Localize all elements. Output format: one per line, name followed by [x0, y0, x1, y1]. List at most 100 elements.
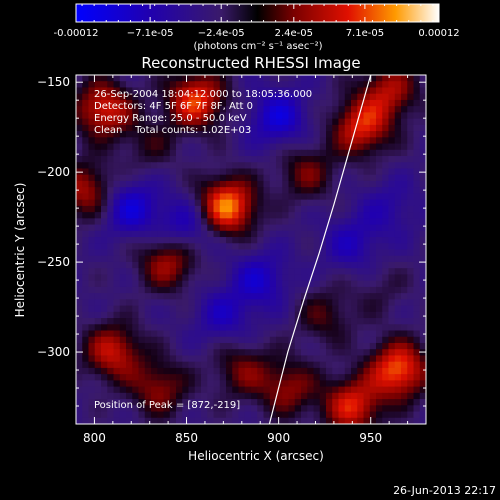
heatmap-cell [88, 261, 96, 269]
heatmap-cell [219, 293, 227, 300]
heatmap-cell [201, 367, 208, 375]
heatmap-cell [351, 193, 358, 201]
heatmap-cell [344, 137, 352, 145]
heatmap-cell [413, 268, 421, 276]
heatmap-cell [369, 367, 377, 375]
heatmap-cell [219, 280, 227, 288]
heatmap-cell [319, 87, 327, 95]
heatmap-cell [326, 137, 333, 145]
heatmap-cell [363, 131, 371, 138]
heatmap-cell [76, 392, 83, 400]
heatmap-cell [251, 280, 258, 288]
heatmap-cell [232, 187, 240, 195]
heatmap-cell [157, 212, 165, 219]
heatmap-cell [226, 143, 233, 151]
heatmap-cell [338, 367, 346, 375]
heatmap-cell [251, 156, 258, 163]
heatmap-cell [413, 237, 421, 244]
heatmap-cell [144, 255, 152, 263]
heatmap-cell [388, 374, 396, 381]
heatmap-cell [182, 93, 190, 101]
heatmap-cell [419, 305, 426, 313]
heatmap-cell [388, 112, 396, 120]
heatmap-cell [326, 330, 333, 338]
heatmap-cell [357, 249, 365, 257]
heatmap-cell [388, 392, 396, 400]
heatmap-cell [157, 417, 165, 424]
heatmap-cell [176, 249, 183, 257]
heatmap-cell [351, 380, 358, 388]
heatmap-cell [219, 305, 227, 313]
heatmap-cell [319, 224, 327, 232]
heatmap-cell [213, 305, 221, 313]
heatmap-cell [288, 342, 296, 350]
heatmap-cell [363, 162, 371, 170]
heatmap-cell [263, 324, 271, 332]
heatmap-cell [338, 131, 346, 138]
heatmap-cell [332, 392, 340, 400]
heatmap-cell [351, 168, 358, 176]
heatmap-cell [144, 243, 152, 251]
heatmap-cell [401, 311, 408, 319]
heatmap-cell [213, 255, 221, 263]
heatmap-cell [376, 81, 383, 89]
heatmap-cell [76, 349, 83, 357]
heatmap-cell [107, 230, 115, 238]
heatmap-cell [151, 99, 158, 107]
heatmap-cell [194, 168, 202, 176]
heatmap-cell [282, 168, 290, 176]
heatmap-cell [319, 361, 327, 369]
colorbar-ticks: -0.00012 −7.1e-05 −2.4e-05 2.4e-05 7.1e-05 0.… [54, 4, 460, 39]
heatmap-cell [363, 212, 371, 219]
heatmap-cell [363, 218, 371, 226]
heatmap-cell [294, 280, 302, 288]
heatmap-cell [238, 417, 246, 424]
heatmap-cell [313, 268, 321, 276]
heatmap-cell [326, 193, 333, 201]
heatmap-cell [413, 174, 421, 182]
heatmap-cell [201, 318, 208, 325]
heatmap-cell [263, 124, 271, 132]
heatmap-cell [163, 99, 171, 107]
heatmap-cell [376, 237, 383, 244]
heatmap-cell [269, 174, 277, 182]
heatmap-cell [157, 411, 165, 419]
heatmap-cell [401, 168, 408, 176]
heatmap-cell [188, 205, 196, 213]
heatmap-cell [332, 261, 340, 269]
heatmap-cell [163, 149, 171, 157]
heatmap-cell [282, 361, 290, 369]
heatmap-cell [319, 330, 327, 338]
heatmap-cell [413, 137, 421, 145]
heatmap-cell [269, 81, 277, 89]
heatmap-cell [201, 218, 208, 226]
heatmap-cell [207, 305, 215, 313]
heatmap-cell [276, 81, 283, 89]
heatmap-cell [244, 149, 252, 157]
heatmap-cell [119, 81, 127, 89]
heatmap-cell [182, 118, 190, 126]
heatmap-cell [157, 230, 165, 238]
heatmap-cell [144, 162, 152, 170]
heatmap-cell [382, 336, 390, 344]
heatmap-cell [313, 187, 321, 195]
heatmap-cell [388, 243, 396, 251]
heatmap-cell [144, 237, 152, 244]
heatmap-cell [313, 180, 321, 188]
heatmap-cell [332, 386, 340, 394]
heatmap-cell [138, 255, 146, 263]
heatmap-cell [313, 162, 321, 170]
heatmap-cell [388, 318, 396, 325]
heatmap-cell [157, 342, 165, 350]
heatmap-cell [332, 367, 340, 375]
heatmap-cell [307, 261, 315, 269]
heatmap-cell [288, 187, 296, 195]
heatmap-cell [213, 286, 221, 294]
heatmap-cell [188, 156, 196, 163]
heatmap-cell [182, 349, 190, 357]
heatmap-cell [163, 293, 171, 300]
heatmap-cell [351, 268, 358, 276]
heatmap-cell [194, 218, 202, 226]
heatmap-cell [351, 218, 358, 226]
heatmap-cell [157, 311, 165, 319]
